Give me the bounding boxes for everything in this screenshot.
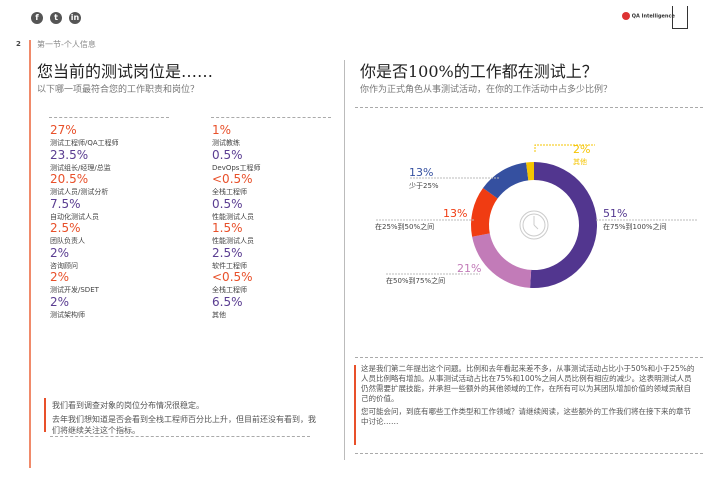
left-note: 我们看到调查对象的岗位分布情况很稳定。 去年我们想知道是否会看到全栈工程师百分比上… xyxy=(52,401,316,435)
stat-item: 2% 咨询顾问 xyxy=(50,246,170,271)
stat-percent: 0.5% xyxy=(212,147,243,162)
stat-percent: <0.5% xyxy=(212,172,253,186)
page-number: 2 xyxy=(16,40,21,48)
right-title: 你是否100%的工作都在测试上？ xyxy=(360,62,598,81)
stat-label: 软件工程师 xyxy=(212,261,247,270)
slice-value: 13% xyxy=(443,207,468,220)
stat-label: 团队负责人 xyxy=(50,237,85,245)
stat-item: 2.5% 软件工程师 xyxy=(212,246,332,271)
stat-percent: 0.5% xyxy=(212,196,243,211)
divider xyxy=(344,60,345,460)
slice-label: 其他 xyxy=(573,158,587,166)
stat-percent: 1.5% xyxy=(212,221,243,235)
stat-item: 0.5% DevOps工程师 xyxy=(212,148,332,173)
stat-label: 测试开发/SDET xyxy=(50,286,99,294)
stat-percent: 2.5% xyxy=(50,221,81,235)
stat-label: 测试组长/经理/总监 xyxy=(50,163,111,172)
stat-item: <0.5% 全栈工程师 xyxy=(212,172,332,197)
right-note: 这是我们第二年提出这个问题。比例和去年看起来差不多，从事测试活动占比小于50%和… xyxy=(361,364,695,426)
stat-label: 咨询顾问 xyxy=(50,261,78,270)
stat-label: 其他 xyxy=(212,310,226,319)
coffee-cup-icon xyxy=(672,6,688,29)
stat-item: 2% 测试开发/SDET xyxy=(50,270,170,295)
stat-label: 全栈工程师 xyxy=(212,286,247,294)
right-subtitle: 你作为正式角色从事测试活动，在你的工作活动中占多少比例？ xyxy=(360,85,613,95)
slice-label: 在50%到75%之间 xyxy=(386,277,446,285)
stat-percent: 6.5% xyxy=(212,294,243,309)
stat-label: 测试人员/测试分析 xyxy=(50,188,109,196)
stat-percent: 2% xyxy=(50,270,70,284)
stat-percent: 27% xyxy=(50,123,77,137)
donut-slice xyxy=(472,233,532,288)
donut-slice xyxy=(471,187,498,237)
stat-label: 测试工程师/QA工程师 xyxy=(50,139,119,147)
divider xyxy=(29,40,31,468)
stat-percent: 2% xyxy=(50,245,70,260)
left-title: 您当前的测试岗位是…… xyxy=(37,62,214,81)
stat-item: 6.5% 其他 xyxy=(212,295,332,320)
twitter-icon[interactable]: t xyxy=(50,12,62,24)
slice-value: 2% xyxy=(573,143,591,156)
clock-icon xyxy=(519,210,549,240)
facebook-icon[interactable]: f xyxy=(31,12,43,24)
stat-item: 20.5% 测试人员/测试分析 xyxy=(50,172,170,197)
slice-label: 在25%到50%之间 xyxy=(375,223,435,231)
left-subtitle: 以下哪一项最符合您的工作职责和岗位？ xyxy=(37,85,200,95)
donut-slice xyxy=(483,162,529,199)
stat-item: 2% 测试架构师 xyxy=(50,295,170,320)
stat-item: 2.5% 团队负责人 xyxy=(50,221,170,246)
stat-label: 测试教练 xyxy=(212,139,240,147)
stat-percent: 20.5% xyxy=(50,172,89,186)
stat-item: 1.5% 性能测试人员 xyxy=(212,221,332,246)
section-label: 第一节-个人信息 xyxy=(37,40,96,49)
stat-item: 27% 测试工程师/QA工程师 xyxy=(50,123,170,148)
logo: QA Intelligence xyxy=(622,12,675,20)
stat-item: 0.5% 性能测试人员 xyxy=(212,197,332,222)
slice-value: 21% xyxy=(457,262,482,275)
stat-label: 性能测试人员 xyxy=(212,237,254,245)
stat-percent: 23.5% xyxy=(50,147,89,162)
stat-label: 自动化测试人员 xyxy=(50,212,99,221)
stat-label: 测试架构师 xyxy=(50,310,85,319)
linkedin-icon[interactable]: in xyxy=(69,12,81,24)
stat-item: <0.5% 全栈工程师 xyxy=(212,270,332,295)
stat-item: 23.5% 测试组长/经理/总监 xyxy=(50,148,170,173)
stat-percent: 2% xyxy=(50,294,70,309)
stat-percent: <0.5% xyxy=(212,270,253,284)
donut-slice xyxy=(530,162,597,288)
stat-label: 全栈工程师 xyxy=(212,188,247,196)
stat-item: 7.5% 自动化测试人员 xyxy=(50,197,170,222)
slice-label: 在75%到100%之间 xyxy=(603,223,667,231)
stat-percent: 2.5% xyxy=(212,245,243,260)
stat-percent: 1% xyxy=(212,123,232,137)
stat-item: 1% 测试教练 xyxy=(212,123,332,148)
stat-percent: 7.5% xyxy=(50,196,81,211)
slice-value: 13% xyxy=(409,166,434,179)
slice-value: 51% xyxy=(603,207,628,220)
donut-slice xyxy=(526,162,534,181)
stat-label: 性能测试人员 xyxy=(212,212,254,221)
slice-label: 少于25% xyxy=(409,182,439,190)
stat-label: DevOps工程师 xyxy=(212,163,261,172)
donut-chart xyxy=(376,144,698,288)
